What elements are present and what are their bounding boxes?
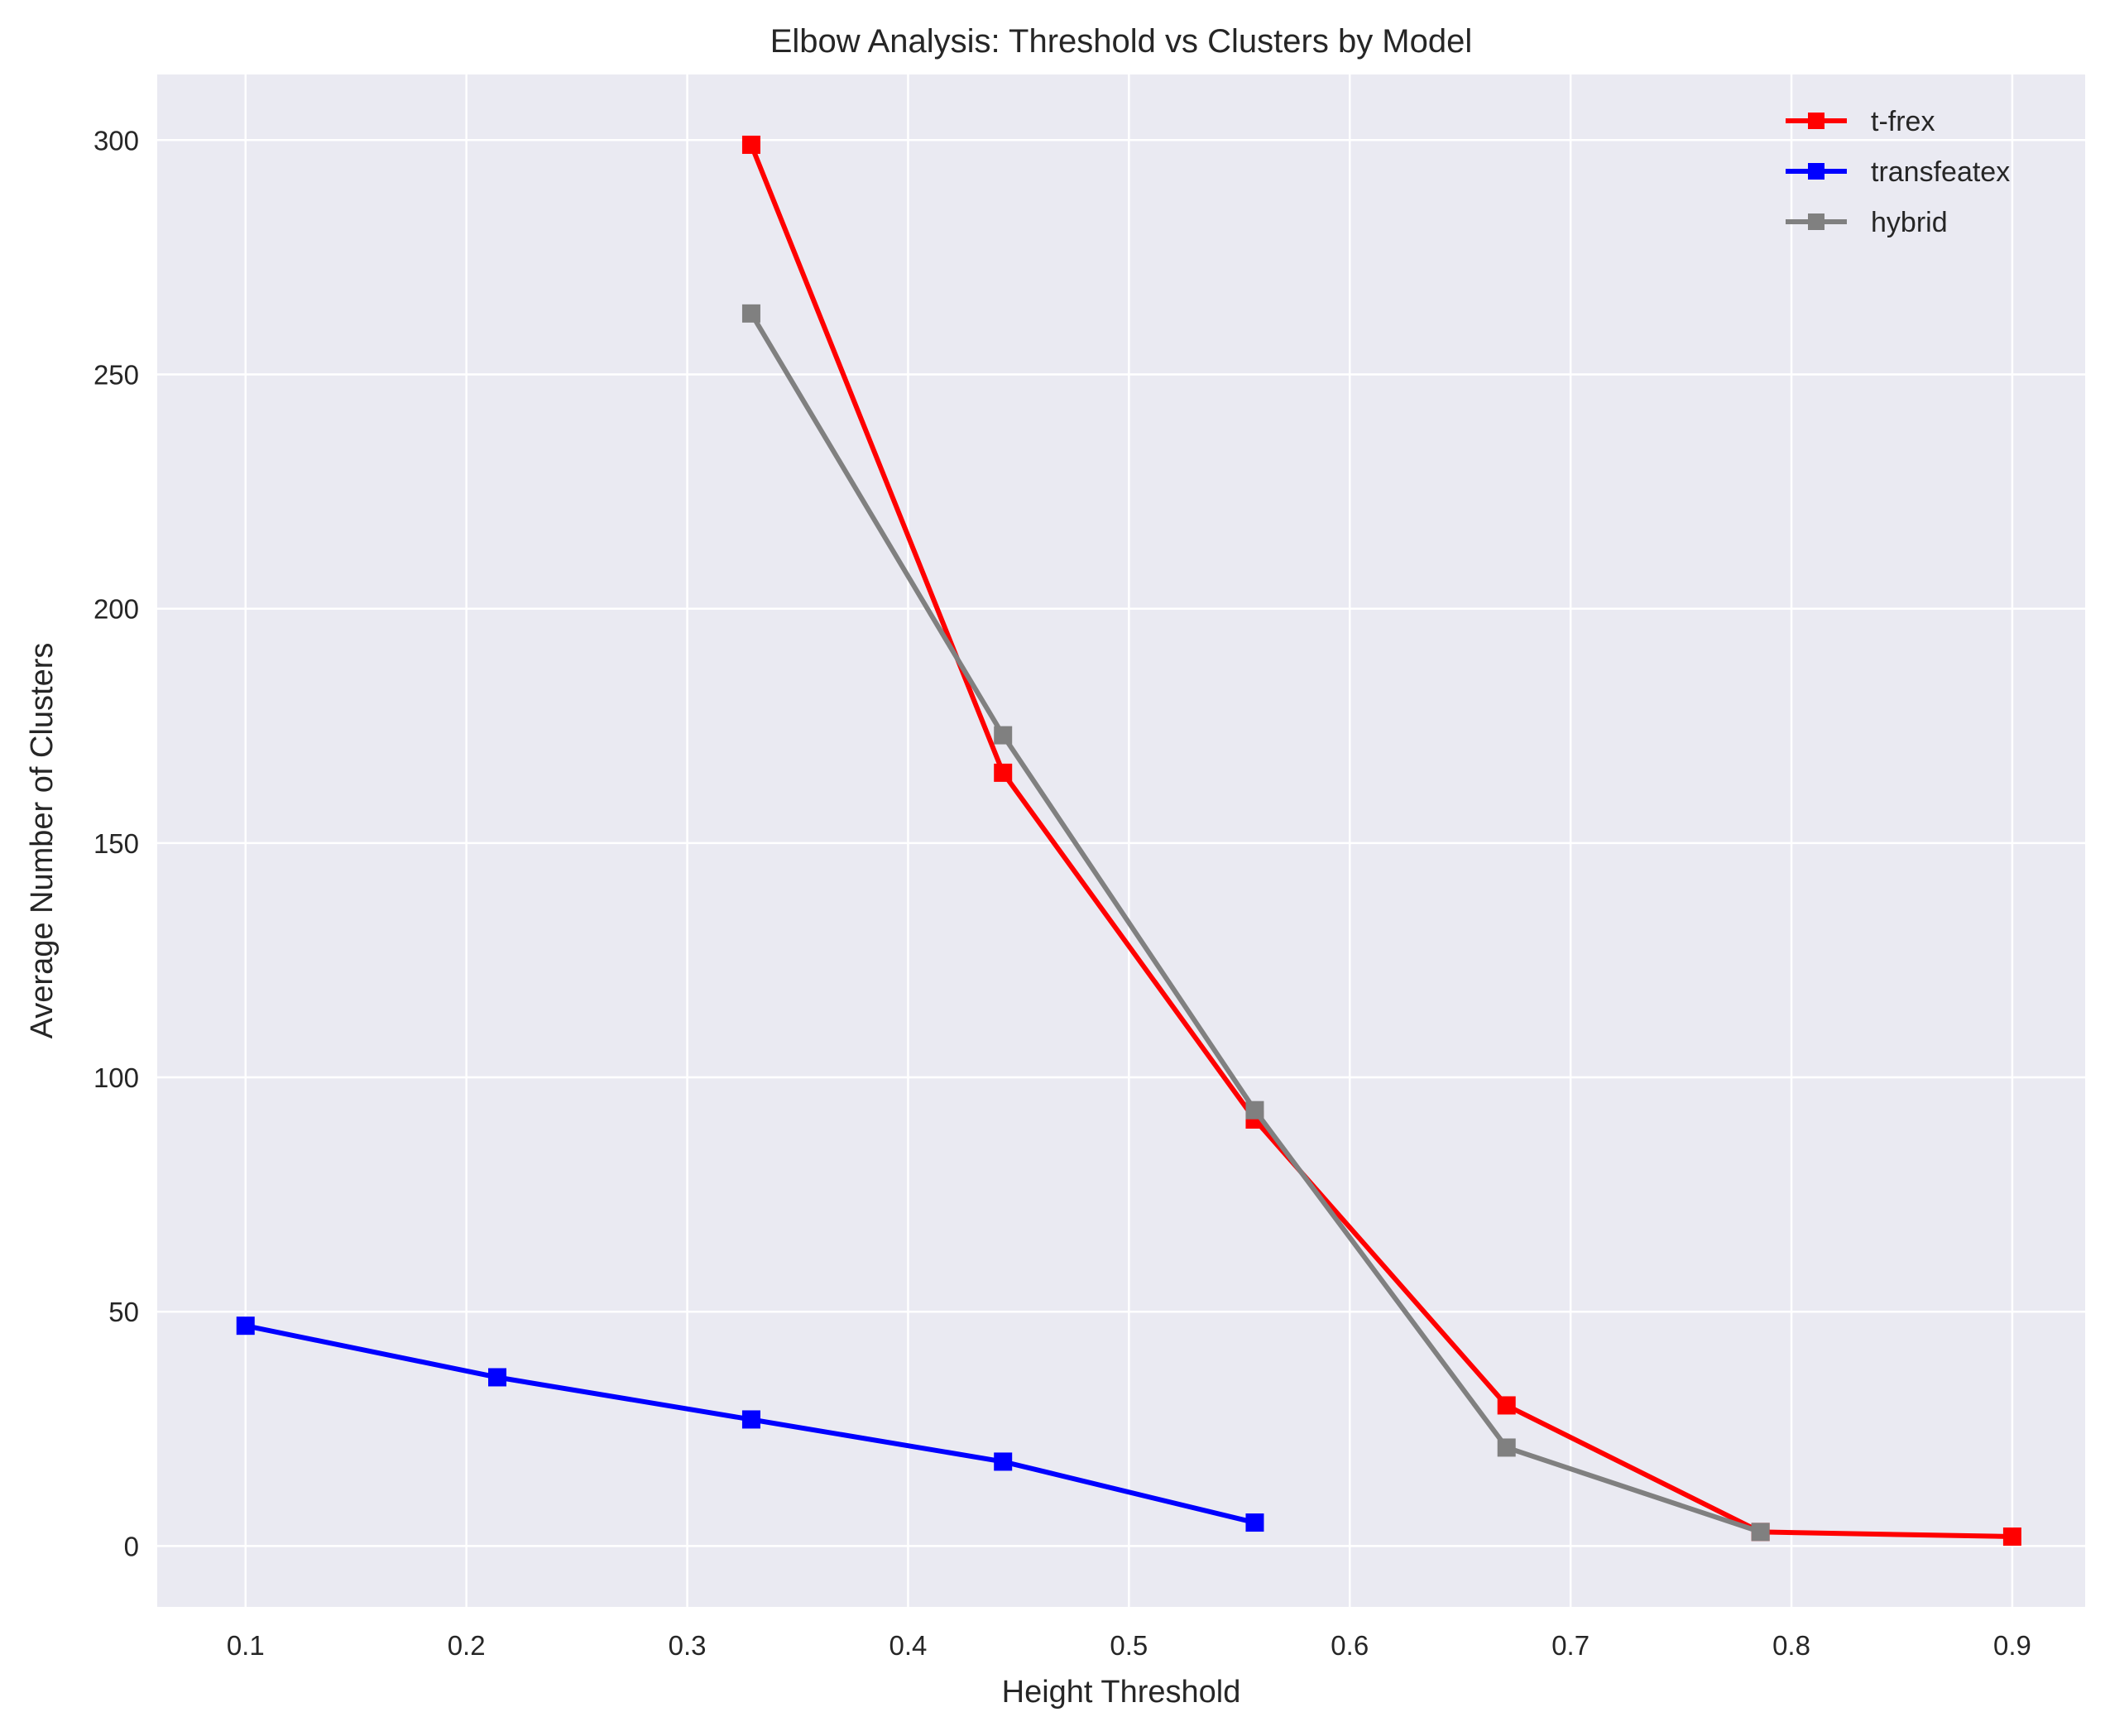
y-tick-label: 250: [94, 359, 139, 390]
data-point: [741, 1410, 760, 1429]
y-axis-label: Average Number of Clusters: [25, 643, 60, 1039]
data-point: [1497, 1396, 1516, 1415]
x-tick-label: 0.2: [448, 1630, 486, 1661]
x-tick-label: 0.6: [1331, 1630, 1369, 1661]
x-tick-label: 0.5: [1110, 1630, 1148, 1661]
x-tick-labels: 0.1 0.2 0.3 0.4 0.5 0.6 0.7 0.8 0.9: [227, 1630, 2031, 1661]
legend-label: hybrid: [1871, 207, 1948, 238]
data-point: [488, 1368, 507, 1387]
data-point: [1751, 1523, 1770, 1542]
y-tick-labels: 0 50 100 150 200 250 300: [94, 125, 139, 1561]
series-group: [236, 135, 2021, 1547]
y-tick-label: 200: [94, 594, 139, 625]
series-hybrid: [741, 304, 1770, 1542]
legend-label: t-frex: [1871, 106, 1935, 137]
series-transfeatex: [236, 1316, 1264, 1532]
legend: t-frex transfeatex hybrid: [1786, 106, 2010, 238]
y-tick-label: 0: [124, 1531, 139, 1561]
chart-title: Elbow Analysis: Threshold vs Clusters by…: [770, 23, 1473, 60]
legend-label: transfeatex: [1871, 156, 2010, 188]
x-tick-label: 0.4: [889, 1630, 928, 1661]
data-point: [236, 1316, 255, 1336]
y-tick-label: 100: [94, 1062, 139, 1093]
x-tick-label: 0.8: [1772, 1630, 1810, 1661]
legend-swatch-marker: [1808, 113, 1824, 129]
plot-area: [157, 74, 2085, 1607]
data-point: [741, 135, 760, 154]
x-tick-label: 0.7: [1551, 1630, 1590, 1661]
data-point: [994, 763, 1013, 782]
y-tick-label: 50: [108, 1297, 139, 1327]
legend-swatch-marker: [1808, 213, 1824, 230]
x-tick-label: 0.1: [227, 1630, 265, 1661]
x-axis-label: Height Threshold: [1002, 1675, 1241, 1710]
data-point: [741, 304, 760, 323]
data-point: [1245, 1101, 1264, 1120]
grid-lines: [157, 74, 2085, 1607]
legend-item-transfeatex: transfeatex: [1786, 156, 2010, 188]
legend-swatch-marker: [1808, 163, 1824, 180]
y-tick-label: 300: [94, 125, 139, 156]
data-point: [2002, 1527, 2021, 1547]
x-tick-label: 0.3: [669, 1630, 707, 1661]
data-point: [1497, 1438, 1516, 1457]
x-tick-label: 0.9: [1993, 1630, 2031, 1661]
legend-item-hybrid: hybrid: [1786, 207, 1948, 238]
y-tick-label: 150: [94, 828, 139, 859]
data-point: [994, 726, 1013, 745]
data-point: [994, 1452, 1013, 1471]
data-point: [1245, 1513, 1264, 1532]
legend-item-t-frex: t-frex: [1786, 106, 1935, 137]
